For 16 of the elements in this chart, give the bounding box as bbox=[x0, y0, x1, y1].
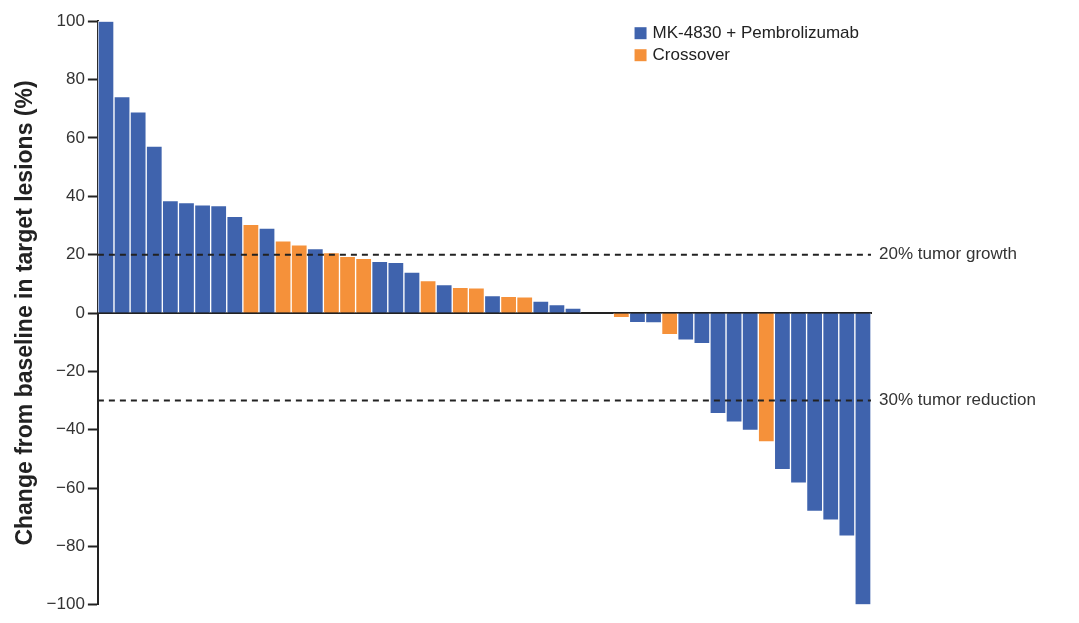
y-tick-label: −100 bbox=[46, 594, 85, 614]
y-tick-label: 60 bbox=[65, 127, 85, 147]
y-tick-label: 100 bbox=[56, 10, 85, 30]
y-tick-label: −80 bbox=[56, 536, 85, 556]
y-tick-label: −60 bbox=[56, 477, 85, 497]
y-tick-label: 20 bbox=[65, 244, 85, 264]
legend-label: MK-4830 + Pembrolizumab bbox=[652, 22, 860, 42]
legend-label: Crossover bbox=[652, 44, 731, 64]
y-tick-label: −20 bbox=[56, 361, 85, 381]
y-tick-label: −40 bbox=[56, 419, 85, 439]
y-tick-label: 0 bbox=[75, 302, 85, 322]
y-tick-label: 40 bbox=[65, 185, 85, 205]
ref-line-label: 30% tumor reduction bbox=[879, 390, 1036, 410]
ref-line-label: 20% tumor growth bbox=[879, 244, 1017, 264]
y-axis-title: Change from baseline in target lesions (%) bbox=[11, 80, 38, 546]
y-tick-label: 80 bbox=[65, 69, 85, 89]
